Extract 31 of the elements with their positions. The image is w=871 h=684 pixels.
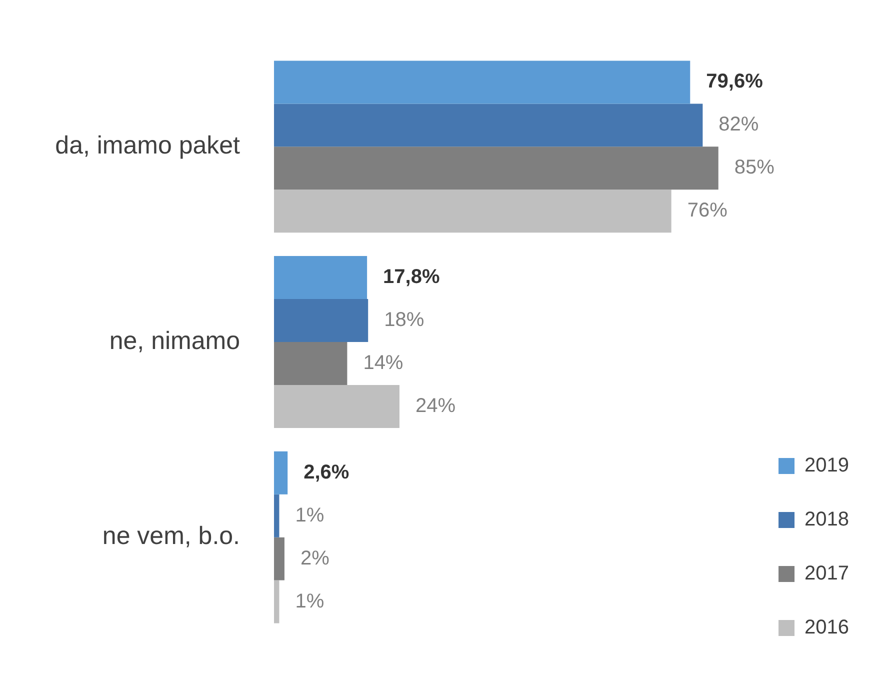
data-label: 1% xyxy=(295,590,324,612)
bar xyxy=(274,580,280,624)
data-label: 79,6% xyxy=(706,70,764,93)
legend-label: 2018 xyxy=(804,508,850,531)
bar xyxy=(274,384,400,428)
data-label: 17,8% xyxy=(383,266,440,288)
data-label: 14% xyxy=(363,352,404,374)
data-label: 1% xyxy=(295,504,324,526)
data-label: 85% xyxy=(734,156,775,179)
bar xyxy=(274,60,690,104)
bar xyxy=(274,451,288,494)
legend-label: 2017 xyxy=(804,562,850,585)
legend-label: 2016 xyxy=(804,616,850,639)
data-label: 18% xyxy=(384,309,424,332)
legend-label: 2019 xyxy=(804,454,850,477)
bar xyxy=(274,537,284,580)
data-label: 82% xyxy=(718,114,759,136)
data-label: 76% xyxy=(687,200,728,222)
bar xyxy=(274,299,368,342)
data-label: 24% xyxy=(415,394,456,417)
bar xyxy=(274,190,672,233)
bar xyxy=(274,342,348,385)
bar xyxy=(274,494,280,538)
data-label: 2,6% xyxy=(304,461,350,484)
y-tick-label: da, imamo paket xyxy=(55,132,240,160)
y-tick-label: ne vem, b.o. xyxy=(102,522,240,550)
bar xyxy=(274,256,368,300)
bar xyxy=(274,146,718,190)
y-tick-label: ne, nimamo xyxy=(109,326,240,355)
data-label: 2% xyxy=(300,547,330,570)
bar xyxy=(274,104,703,147)
